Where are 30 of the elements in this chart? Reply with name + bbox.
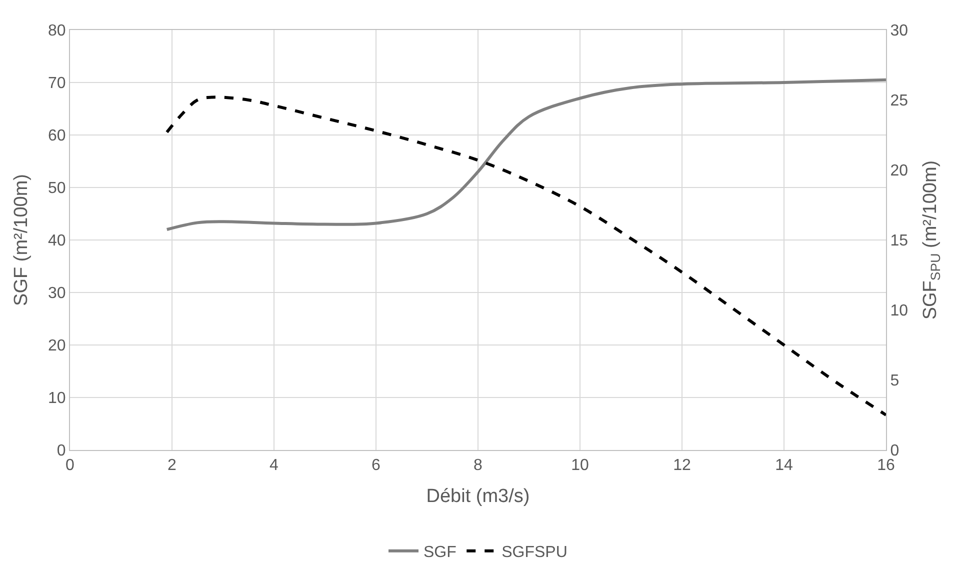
y2-tick-label: 15	[890, 232, 908, 250]
x-tick-label: 12	[673, 457, 691, 474]
legend-label: SGF	[424, 544, 457, 562]
x-tick-label: 10	[571, 457, 589, 474]
y2-tick-label: 30	[890, 22, 908, 40]
x-tick-label: 14	[775, 457, 793, 474]
y2-tick-label: 25	[890, 92, 908, 110]
legend-label: SGFSPU	[502, 544, 568, 562]
y2-tick-label: 10	[890, 302, 908, 320]
y2-tick-label: 20	[890, 162, 908, 180]
y-tick-label: 10	[48, 390, 66, 408]
x-axis-title: Débit (m3/s)	[426, 486, 530, 507]
y-tick-label: 80	[48, 22, 66, 40]
x-tick-label: 16	[877, 457, 895, 474]
y-tick-label: 70	[48, 75, 66, 92]
x-tick-label: 6	[372, 457, 381, 474]
y-tick-label: 40	[48, 232, 66, 250]
y-axis-title: SGF (m²/100m)	[10, 174, 32, 306]
y2-tick-label: 5	[890, 372, 900, 390]
y-tick-label: 50	[48, 180, 66, 198]
y-tick-label: 0	[56, 442, 66, 460]
line-series	[165, 78, 886, 231]
y2-tick-label: 0	[890, 442, 900, 460]
x-tick-label: 4	[270, 457, 279, 474]
y-tick-label: 30	[48, 285, 66, 302]
y-tick-label: 60	[48, 128, 66, 145]
x-tick-label: 2	[168, 457, 177, 474]
line-series	[165, 96, 886, 416]
y-tick-label: 20	[48, 338, 66, 355]
x-tick-label: 8	[474, 457, 483, 474]
